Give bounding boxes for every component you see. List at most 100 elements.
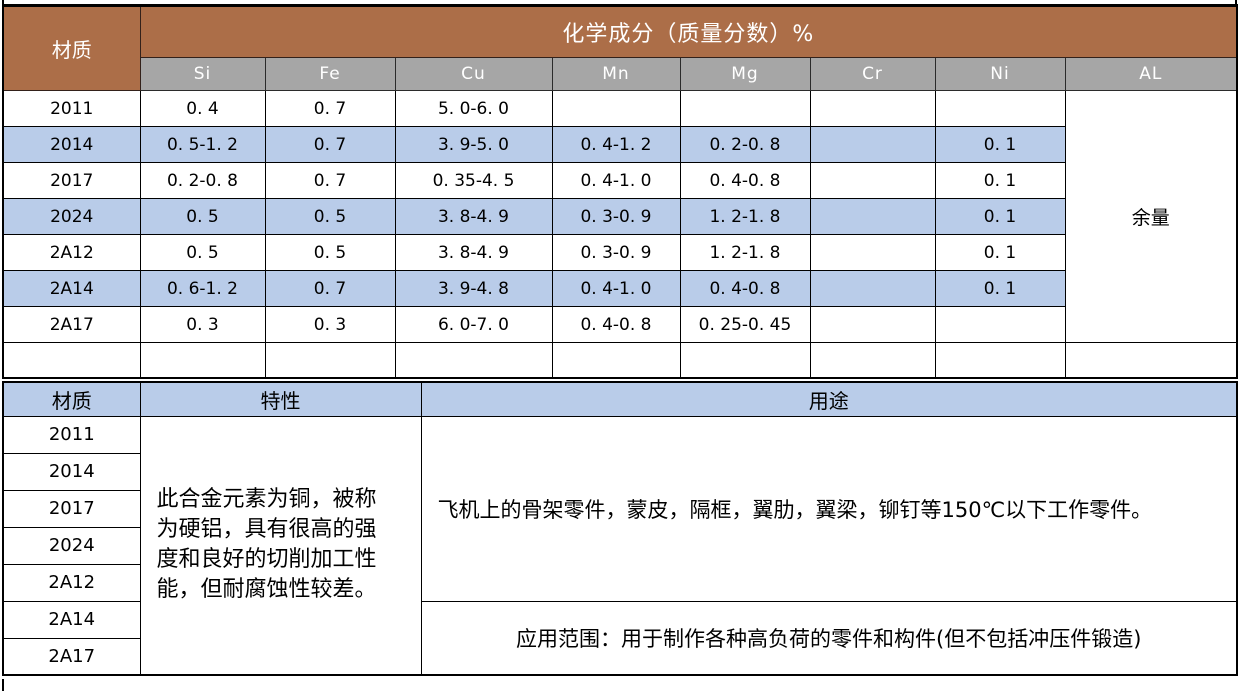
material-cell: 2011 — [2, 415, 141, 454]
value-cell — [679, 90, 811, 127]
material-cell: 2A12 — [2, 563, 141, 602]
material-cell: 2017 — [2, 489, 141, 528]
value-cell — [809, 270, 936, 307]
value-cell: 0. 4-1. 0 — [551, 162, 681, 199]
value-cell: 0. 4-1. 2 — [551, 126, 681, 163]
value-cell: 3. 8-4. 9 — [394, 234, 553, 271]
value-cell: 0. 2-0. 8 — [139, 162, 266, 199]
value-cell — [934, 90, 1066, 127]
material-cell: 2014 — [2, 452, 141, 491]
value-cell: 0. 1 — [934, 126, 1066, 163]
value-cell: 1. 2-1. 8 — [679, 234, 811, 271]
table-row: 2A12 0. 5 0. 5 3. 8-4. 9 0. 3-0. 9 1. 2-… — [2, 234, 1237, 271]
table-row: 2014 — [2, 452, 1237, 491]
empty-cell — [934, 342, 1066, 378]
value-cell: 3. 9-5. 0 — [394, 126, 553, 163]
material-cell: 2024 — [2, 198, 141, 235]
table-row: 2A17 — [2, 637, 1237, 676]
value-cell: 0. 3 — [264, 306, 396, 343]
empty-cell — [809, 342, 936, 378]
material-cell: 2A12 — [2, 234, 141, 271]
value-cell: 0. 5-1. 2 — [139, 126, 266, 163]
application-text-cell: 应用范围：用于制作各种高负荷的零件和构件(但不包括冲压件锻造) — [420, 600, 1238, 676]
value-cell: 0. 6-1. 2 — [139, 270, 266, 307]
table-row: 2017 0. 2-0. 8 0. 7 0. 35-4. 5 0. 4-1. 0… — [2, 162, 1237, 199]
property-usage-table: 材质 特性 用途 2011 此合金元素为铜，被称为硬铝，具有很高的强度和良好的切… — [2, 381, 1238, 676]
material-cell: 2017 — [2, 162, 141, 199]
column-header-al: AL — [1064, 57, 1238, 91]
material-header-2: 材质 — [2, 381, 141, 417]
material-cell: 2A17 — [2, 637, 141, 676]
value-cell: 3. 8-4. 9 — [394, 198, 553, 235]
composition-title: 化学成分（质量分数）% — [139, 5, 1238, 58]
value-cell: 0. 4-0. 8 — [551, 306, 681, 343]
value-cell: 0. 7 — [264, 270, 396, 307]
value-cell: 0. 3 — [139, 306, 266, 343]
material-cell: 2A14 — [2, 270, 141, 307]
column-header-cu: Cu — [394, 57, 553, 91]
table-row: 2011 0. 4 0. 7 5. 0-6. 0 余量 — [2, 90, 1238, 343]
value-cell: 0. 4-0. 8 — [679, 270, 811, 307]
value-cell: 0. 35-4. 5 — [394, 162, 553, 199]
composition-table: 材质 化学成分（质量分数）% Si Fe Cu Mn Mg Cr Ni AL 2… — [2, 4, 1239, 379]
empty-cell — [551, 342, 681, 378]
value-cell: 0. 5 — [139, 198, 266, 235]
empty-cell — [139, 342, 266, 378]
value-cell — [809, 90, 936, 127]
value-cell: 0. 4-0. 8 — [679, 162, 811, 199]
material-header: 材质 — [2, 5, 141, 91]
material-cell: 2A14 — [2, 600, 141, 639]
al-balance-cell: 余量 — [1064, 90, 1238, 343]
table-row: 2024 0. 5 0. 5 3. 8-4. 9 0. 3-0. 9 1. 2-… — [2, 198, 1237, 235]
value-cell: 1. 2-1. 8 — [679, 198, 811, 235]
value-cell: 0. 4-1. 0 — [551, 270, 681, 307]
value-cell: 6. 0-7. 0 — [394, 306, 553, 343]
value-cell — [809, 234, 936, 271]
value-cell: 0. 1 — [934, 270, 1066, 307]
property-text: 此合金元素为铜，被称为硬铝，具有很高的强度和良好的切削加工性能，但耐腐蚀性较差。 — [156, 487, 377, 603]
usage-text-cell: 飞机上的骨架零件，蒙皮，隔框，翼肋，翼梁，铆钉等150℃以下工作零件。 — [420, 415, 1238, 602]
table-row: 2A14 应用范围：用于制作各种高负荷的零件和构件(但不包括冲压件锻造) — [2, 600, 1238, 676]
column-header-fe: Fe — [264, 57, 396, 91]
empty-cell — [1064, 342, 1238, 378]
column-header-mn: Mn — [551, 57, 681, 91]
value-cell: 0. 1 — [934, 198, 1066, 235]
table-row: 2A14 0. 6-1. 2 0. 7 3. 9-4. 8 0. 4-1. 0 … — [2, 270, 1237, 307]
value-cell — [934, 306, 1066, 343]
value-cell: 0. 2-0. 8 — [679, 126, 811, 163]
table-row: 2A17 0. 3 0. 3 6. 0-7. 0 0. 4-0. 8 0. 25… — [2, 306, 1237, 343]
value-cell — [809, 126, 936, 163]
column-header-cr: Cr — [809, 57, 936, 91]
value-cell: 0. 5 — [139, 234, 266, 271]
value-cell: 0. 7 — [264, 90, 396, 127]
material-cell: 2011 — [2, 90, 141, 127]
material-cell: 2024 — [2, 526, 141, 565]
usage-header: 用途 — [420, 381, 1238, 417]
table-row: 2011 此合金元素为铜，被称为硬铝，具有很高的强度和良好的切削加工性能，但耐腐… — [2, 415, 1238, 676]
value-cell — [809, 198, 936, 235]
property-header: 特性 — [139, 381, 422, 417]
value-cell: 0. 3-0. 9 — [551, 198, 681, 235]
value-cell: 0. 25-0. 45 — [679, 306, 811, 343]
material-cell: 2014 — [2, 126, 141, 163]
column-header-ni: Ni — [934, 57, 1066, 91]
value-cell: 0. 5 — [264, 198, 396, 235]
value-cell: 5. 0-6. 0 — [394, 90, 553, 127]
value-cell: 3. 9-4. 8 — [394, 270, 553, 307]
cut-off-border-top-left — [2, 0, 4, 5]
property-text-cell: 此合金元素为铜，被称为硬铝，具有很高的强度和良好的切削加工性能，但耐腐蚀性较差。 — [139, 415, 422, 676]
table-row: 2017 — [2, 489, 1237, 528]
value-cell: 0. 4 — [139, 90, 266, 127]
value-cell — [551, 90, 681, 127]
value-cell: 0. 1 — [934, 234, 1066, 271]
value-cell — [809, 162, 936, 199]
empty-row — [2, 342, 1238, 378]
table-row: 2014 0. 5-1. 2 0. 7 3. 9-5. 0 0. 4-1. 2 … — [2, 126, 1237, 163]
value-cell: 0. 7 — [264, 162, 396, 199]
value-cell: 0. 5 — [264, 234, 396, 271]
value-cell: 0. 7 — [264, 126, 396, 163]
material-cell: 2A17 — [2, 306, 141, 343]
empty-cell — [2, 342, 141, 378]
column-header-mg: Mg — [679, 57, 811, 91]
